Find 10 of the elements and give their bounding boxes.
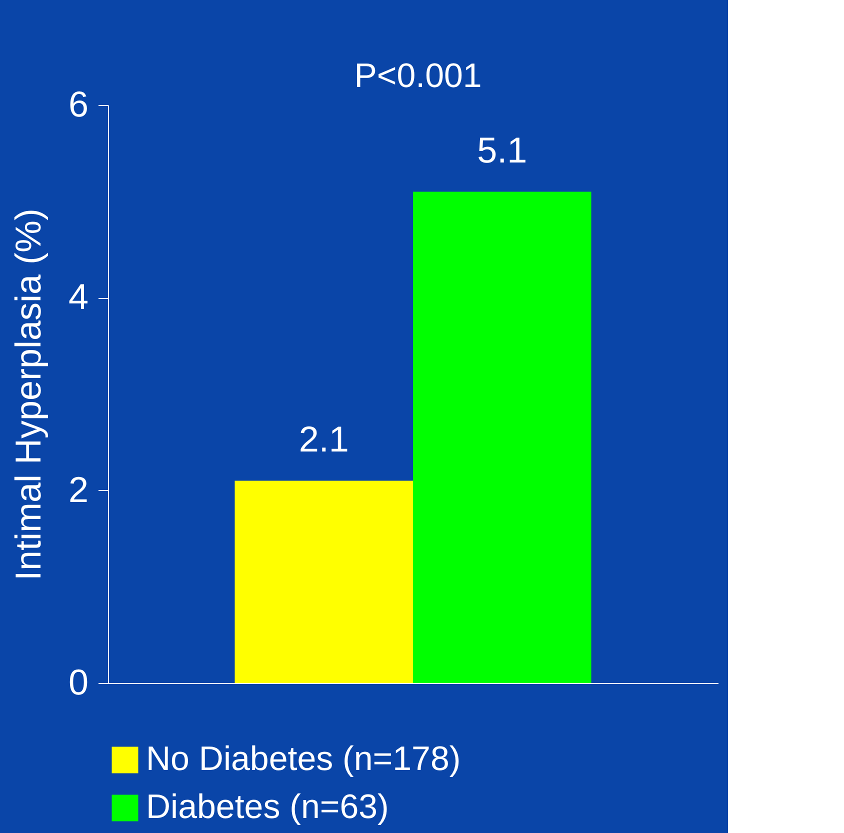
y-axis-title: Intimal Hyperplasia (%) [7,208,48,581]
y-tick-label: 6 [68,84,88,124]
y-tick-label: 0 [68,662,88,702]
legend-label: No Diabetes (n=178) [146,740,461,778]
data-label: 5.1 [477,130,528,171]
text: P<0.001 [354,57,482,95]
data-label: 2.1 [298,418,349,460]
legend-label: Diabetes (n=63) [146,788,389,826]
y-tick-label: 2 [68,468,88,510]
y-tick-label: 4 [68,276,88,318]
